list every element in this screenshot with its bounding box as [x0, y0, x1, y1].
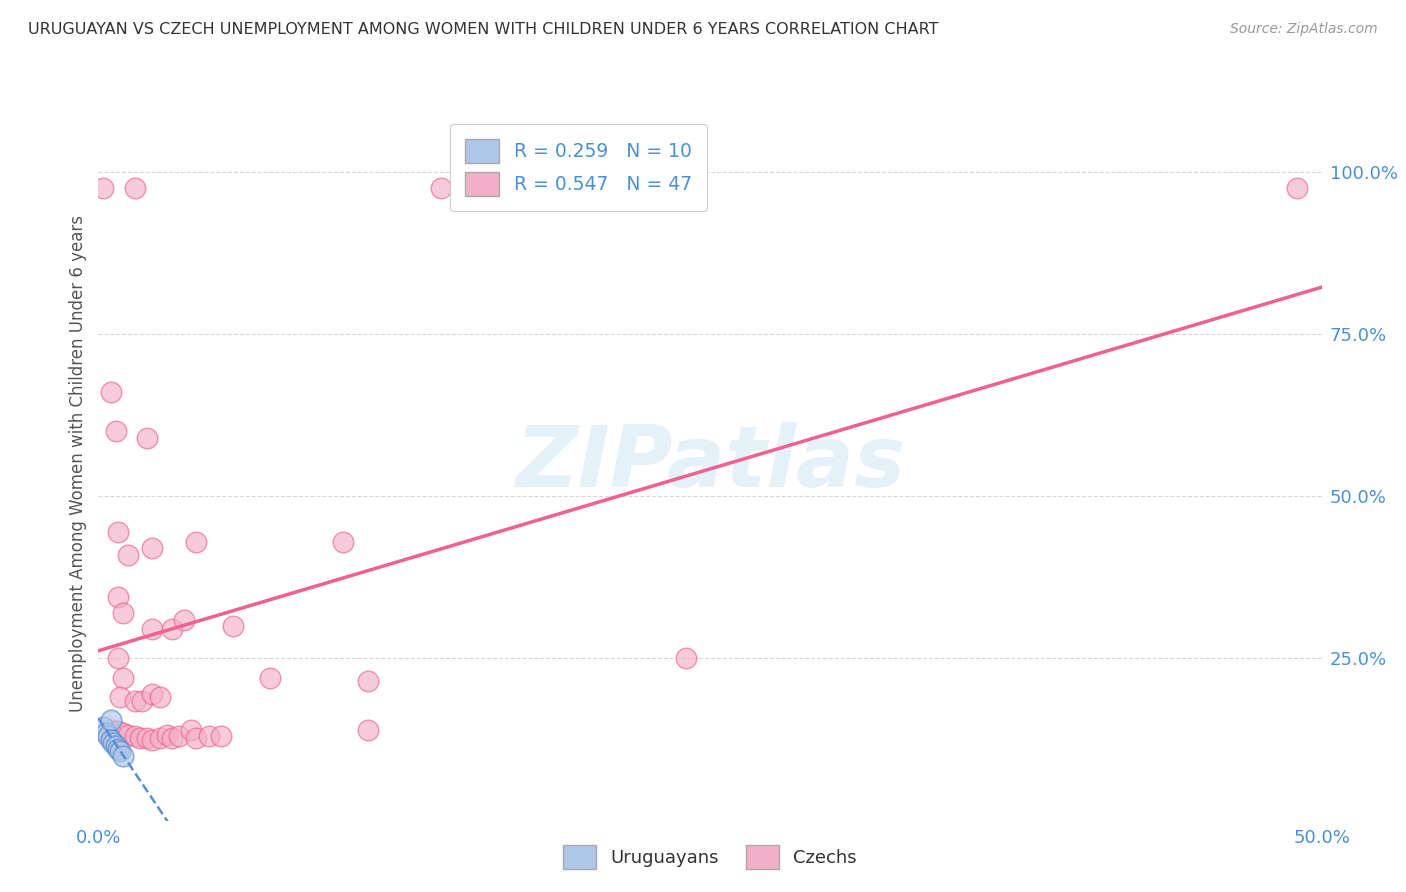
Point [160, 622, 183, 636]
Point [101, 736, 124, 750]
Point [110, 743, 132, 757]
Point [332, 534, 354, 549]
Point [124, 693, 146, 707]
Text: ZIPatlas: ZIPatlas [515, 422, 905, 506]
Point [97, 729, 120, 743]
Point [111, 671, 134, 685]
Point [91, 181, 114, 195]
Point [136, 431, 159, 445]
Point [141, 622, 163, 636]
Point [141, 687, 163, 701]
Point [430, 181, 453, 195]
Text: Source: ZipAtlas.com: Source: ZipAtlas.com [1230, 22, 1378, 37]
Point [197, 729, 219, 743]
Point [107, 724, 129, 739]
Point [149, 690, 172, 705]
Point [209, 729, 232, 743]
Point [129, 731, 152, 745]
Point [356, 674, 378, 689]
Point [180, 723, 202, 737]
Point [141, 732, 163, 747]
Point [94, 726, 117, 740]
Point [1286, 181, 1309, 195]
Point [104, 425, 127, 439]
Point [186, 534, 208, 549]
Point [111, 748, 134, 763]
Point [107, 742, 129, 756]
Point [136, 731, 159, 746]
Point [259, 671, 281, 685]
Point [100, 713, 122, 727]
Point [111, 606, 134, 620]
Point [167, 729, 190, 743]
Point [356, 723, 378, 737]
Point [91, 720, 114, 734]
Point [141, 541, 163, 556]
Point [156, 728, 179, 742]
Text: URUGUAYAN VS CZECH UNEMPLOYMENT AMONG WOMEN WITH CHILDREN UNDER 6 YEARS CORRELAT: URUGUAYAN VS CZECH UNEMPLOYMENT AMONG WO… [28, 22, 939, 37]
Point [110, 690, 132, 705]
Point [222, 619, 245, 633]
Point [100, 732, 122, 747]
Point [124, 181, 146, 195]
Point [160, 731, 183, 745]
Point [149, 731, 172, 745]
Point [131, 693, 153, 707]
Point [100, 723, 122, 737]
Point [100, 385, 122, 400]
Point [675, 651, 697, 665]
Legend: Uruguayans, Czechs: Uruguayans, Czechs [557, 838, 863, 876]
Point [107, 524, 129, 539]
Point [186, 731, 208, 745]
Point [124, 729, 146, 743]
Point [104, 739, 127, 753]
Point [111, 726, 134, 740]
Point [117, 728, 139, 742]
Y-axis label: Unemployment Among Women with Children Under 6 years: Unemployment Among Women with Children U… [69, 215, 87, 713]
Point [107, 651, 129, 665]
Point [107, 590, 129, 604]
Point [117, 548, 139, 562]
Point [173, 613, 195, 627]
